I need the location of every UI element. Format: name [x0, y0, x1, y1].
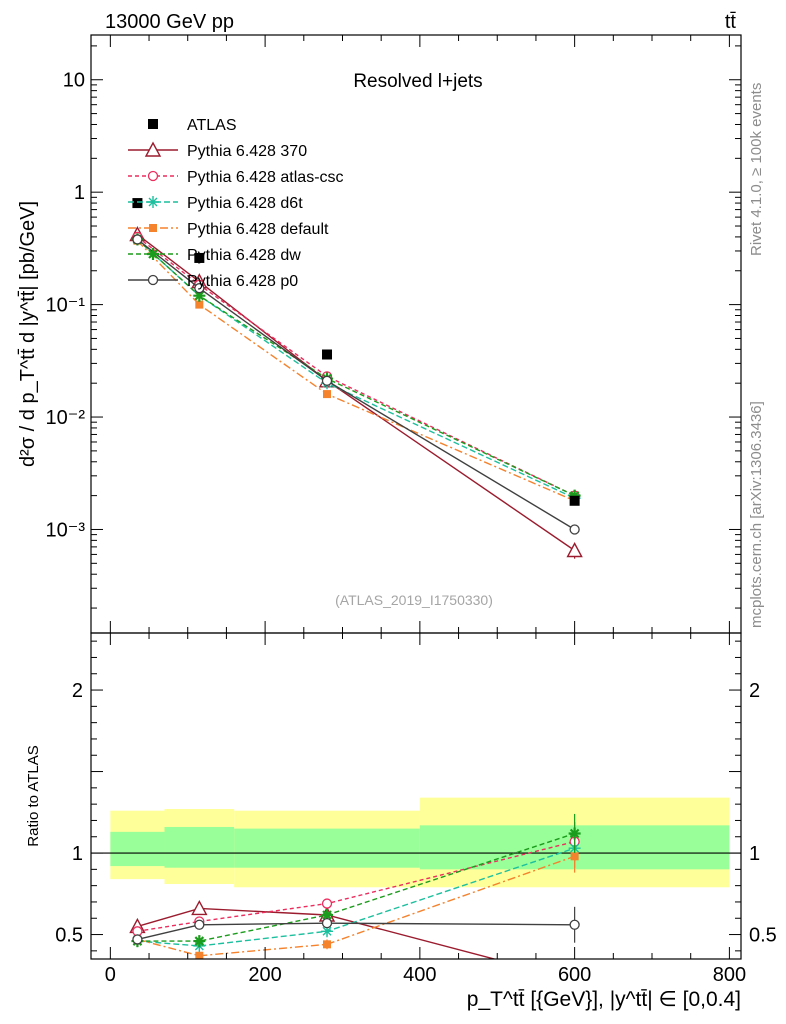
ratio-point — [568, 827, 581, 840]
rivet-version-label: Rivet 4.1.0, ≥ 100k events — [748, 82, 765, 256]
ratio-point — [323, 940, 332, 949]
series-point — [321, 375, 333, 386]
main-y-tick-label: 10⁻¹ — [46, 295, 86, 317]
ratio-green-band — [164, 826, 235, 868]
ratio-series-line — [137, 840, 575, 932]
main-panel: 10⁻³ 10⁻² 10⁻¹ 1 10 Resolved l+jets (ATLAS_2… — [17, 34, 742, 634]
atlas-data-point — [322, 349, 333, 360]
ratio-y-tick-label-right: 0.5 — [749, 925, 777, 947]
analysis-watermark: (ATLAS_2019_I1750330) — [335, 592, 493, 608]
legend-marker — [147, 170, 159, 182]
atlas-data-point — [569, 495, 580, 506]
legend-label: Pythia 6.428 370 — [187, 143, 307, 160]
header-energy: 13000 GeV pp — [105, 11, 234, 33]
series-point — [132, 234, 143, 245]
series-line — [136, 238, 575, 497]
series-point — [194, 283, 205, 294]
ratio-y-tick-label: 0.5 — [55, 925, 83, 947]
ratio-series-line — [137, 907, 497, 959]
x-tick-label: 600 — [558, 964, 591, 986]
mcplots-label: mcplots.cern.ch [arXiv:1306.3436] — [748, 401, 765, 628]
legend-label: Pythia 6.428 dw — [187, 247, 301, 264]
series-point — [566, 542, 583, 558]
series-line — [137, 236, 575, 497]
ratio-point — [191, 899, 208, 916]
chart-title: Resolved l+jets — [353, 71, 482, 92]
series-point — [569, 524, 580, 535]
legend-marker — [144, 141, 162, 157]
ratio-series-line — [137, 922, 575, 941]
legend-marker — [147, 196, 159, 208]
ratio-frame — [90, 632, 742, 960]
ratio-y-axis-label: Ratio to ATLAS — [25, 745, 42, 846]
ratio-y-tick-label: 1 — [72, 843, 83, 865]
main-y-ticks: 10⁻³ 10⁻² 10⁻¹ 1 10 — [46, 45, 741, 609]
legend-marker — [149, 224, 157, 232]
ratio-y-tick-label-right: 1 — [749, 843, 760, 865]
main-y-axis-label: d²σ / d p_T^tt̄ d |y^tt̄| [pb/GeV] — [17, 201, 39, 467]
legend-marker — [147, 274, 159, 286]
legend: ATLAS Pythia 6.428 370 Pythia 6.428 atlas-… — [128, 117, 344, 290]
series-point — [195, 300, 204, 309]
ratio-point — [569, 919, 580, 930]
header-process: tt̄ — [725, 11, 737, 33]
series-point — [568, 489, 581, 502]
ratio-point — [132, 934, 143, 945]
ratio-series-line — [137, 847, 575, 947]
ratio-series — [129, 813, 581, 959]
ratio-point — [570, 852, 579, 861]
ratio-y-ticks: 0.5 0.5 1 1 2 2 — [55, 640, 777, 952]
ratio-uncertainty-bands — [110, 797, 730, 888]
legend-marker — [147, 248, 159, 260]
series-line — [136, 238, 575, 531]
ratio-point — [193, 935, 206, 948]
ratio-green-band — [110, 831, 165, 867]
series-point — [193, 289, 206, 302]
main-y-tick-label: 1 — [74, 182, 85, 204]
main-y-tick-label: 10 — [63, 70, 85, 92]
x-tick-label: 400 — [403, 964, 436, 986]
ratio-green-band — [234, 828, 420, 868]
atlas-data-point — [132, 198, 143, 209]
legend-label: Pythia 6.428 atlas-csc — [187, 169, 344, 186]
x-tick-label: 800 — [713, 964, 746, 986]
ratio-point — [321, 925, 334, 938]
main-y-tick-label: 10⁻³ — [46, 519, 86, 541]
ratio-y-tick-label: 2 — [72, 680, 83, 702]
atlas-data — [132, 198, 580, 506]
ratio-point — [321, 908, 334, 921]
legend-label: Pythia 6.428 d6t — [187, 195, 303, 212]
ratio-series-line — [137, 855, 575, 957]
legend-label: Pythia 6.428 default — [187, 221, 329, 238]
series-point — [323, 390, 332, 399]
series-line — [136, 240, 575, 502]
x-tick-label: 0 — [105, 964, 116, 986]
ratio-point — [195, 951, 204, 959]
x-axis-label: p_T^tt̄ [{GeV}], |y^tt̄| ∈ [0,0.4] — [467, 988, 741, 1011]
legend-marker — [148, 119, 158, 129]
legend-label: ATLAS — [187, 117, 237, 134]
legend-label: Pythia 6.428 p0 — [187, 273, 298, 290]
ratio-point — [321, 917, 333, 929]
ratio-x-ticks: 0 200 400 600 800 — [105, 633, 746, 986]
ratio-series-line — [137, 832, 575, 942]
ratio-y-tick-label-right: 2 — [749, 680, 760, 702]
ratio-panel: 0.5 0.51 12 2 0 200 400 600 800 Ratio to ATLAS … — [25, 632, 777, 1011]
main-y-tick-label: 10⁻² — [46, 407, 86, 429]
ratio-point — [321, 898, 333, 909]
main-x-ticks — [109, 35, 730, 633]
ratio-point — [194, 919, 205, 930]
atlas-data-point — [194, 252, 205, 263]
x-tick-label: 200 — [248, 964, 281, 986]
